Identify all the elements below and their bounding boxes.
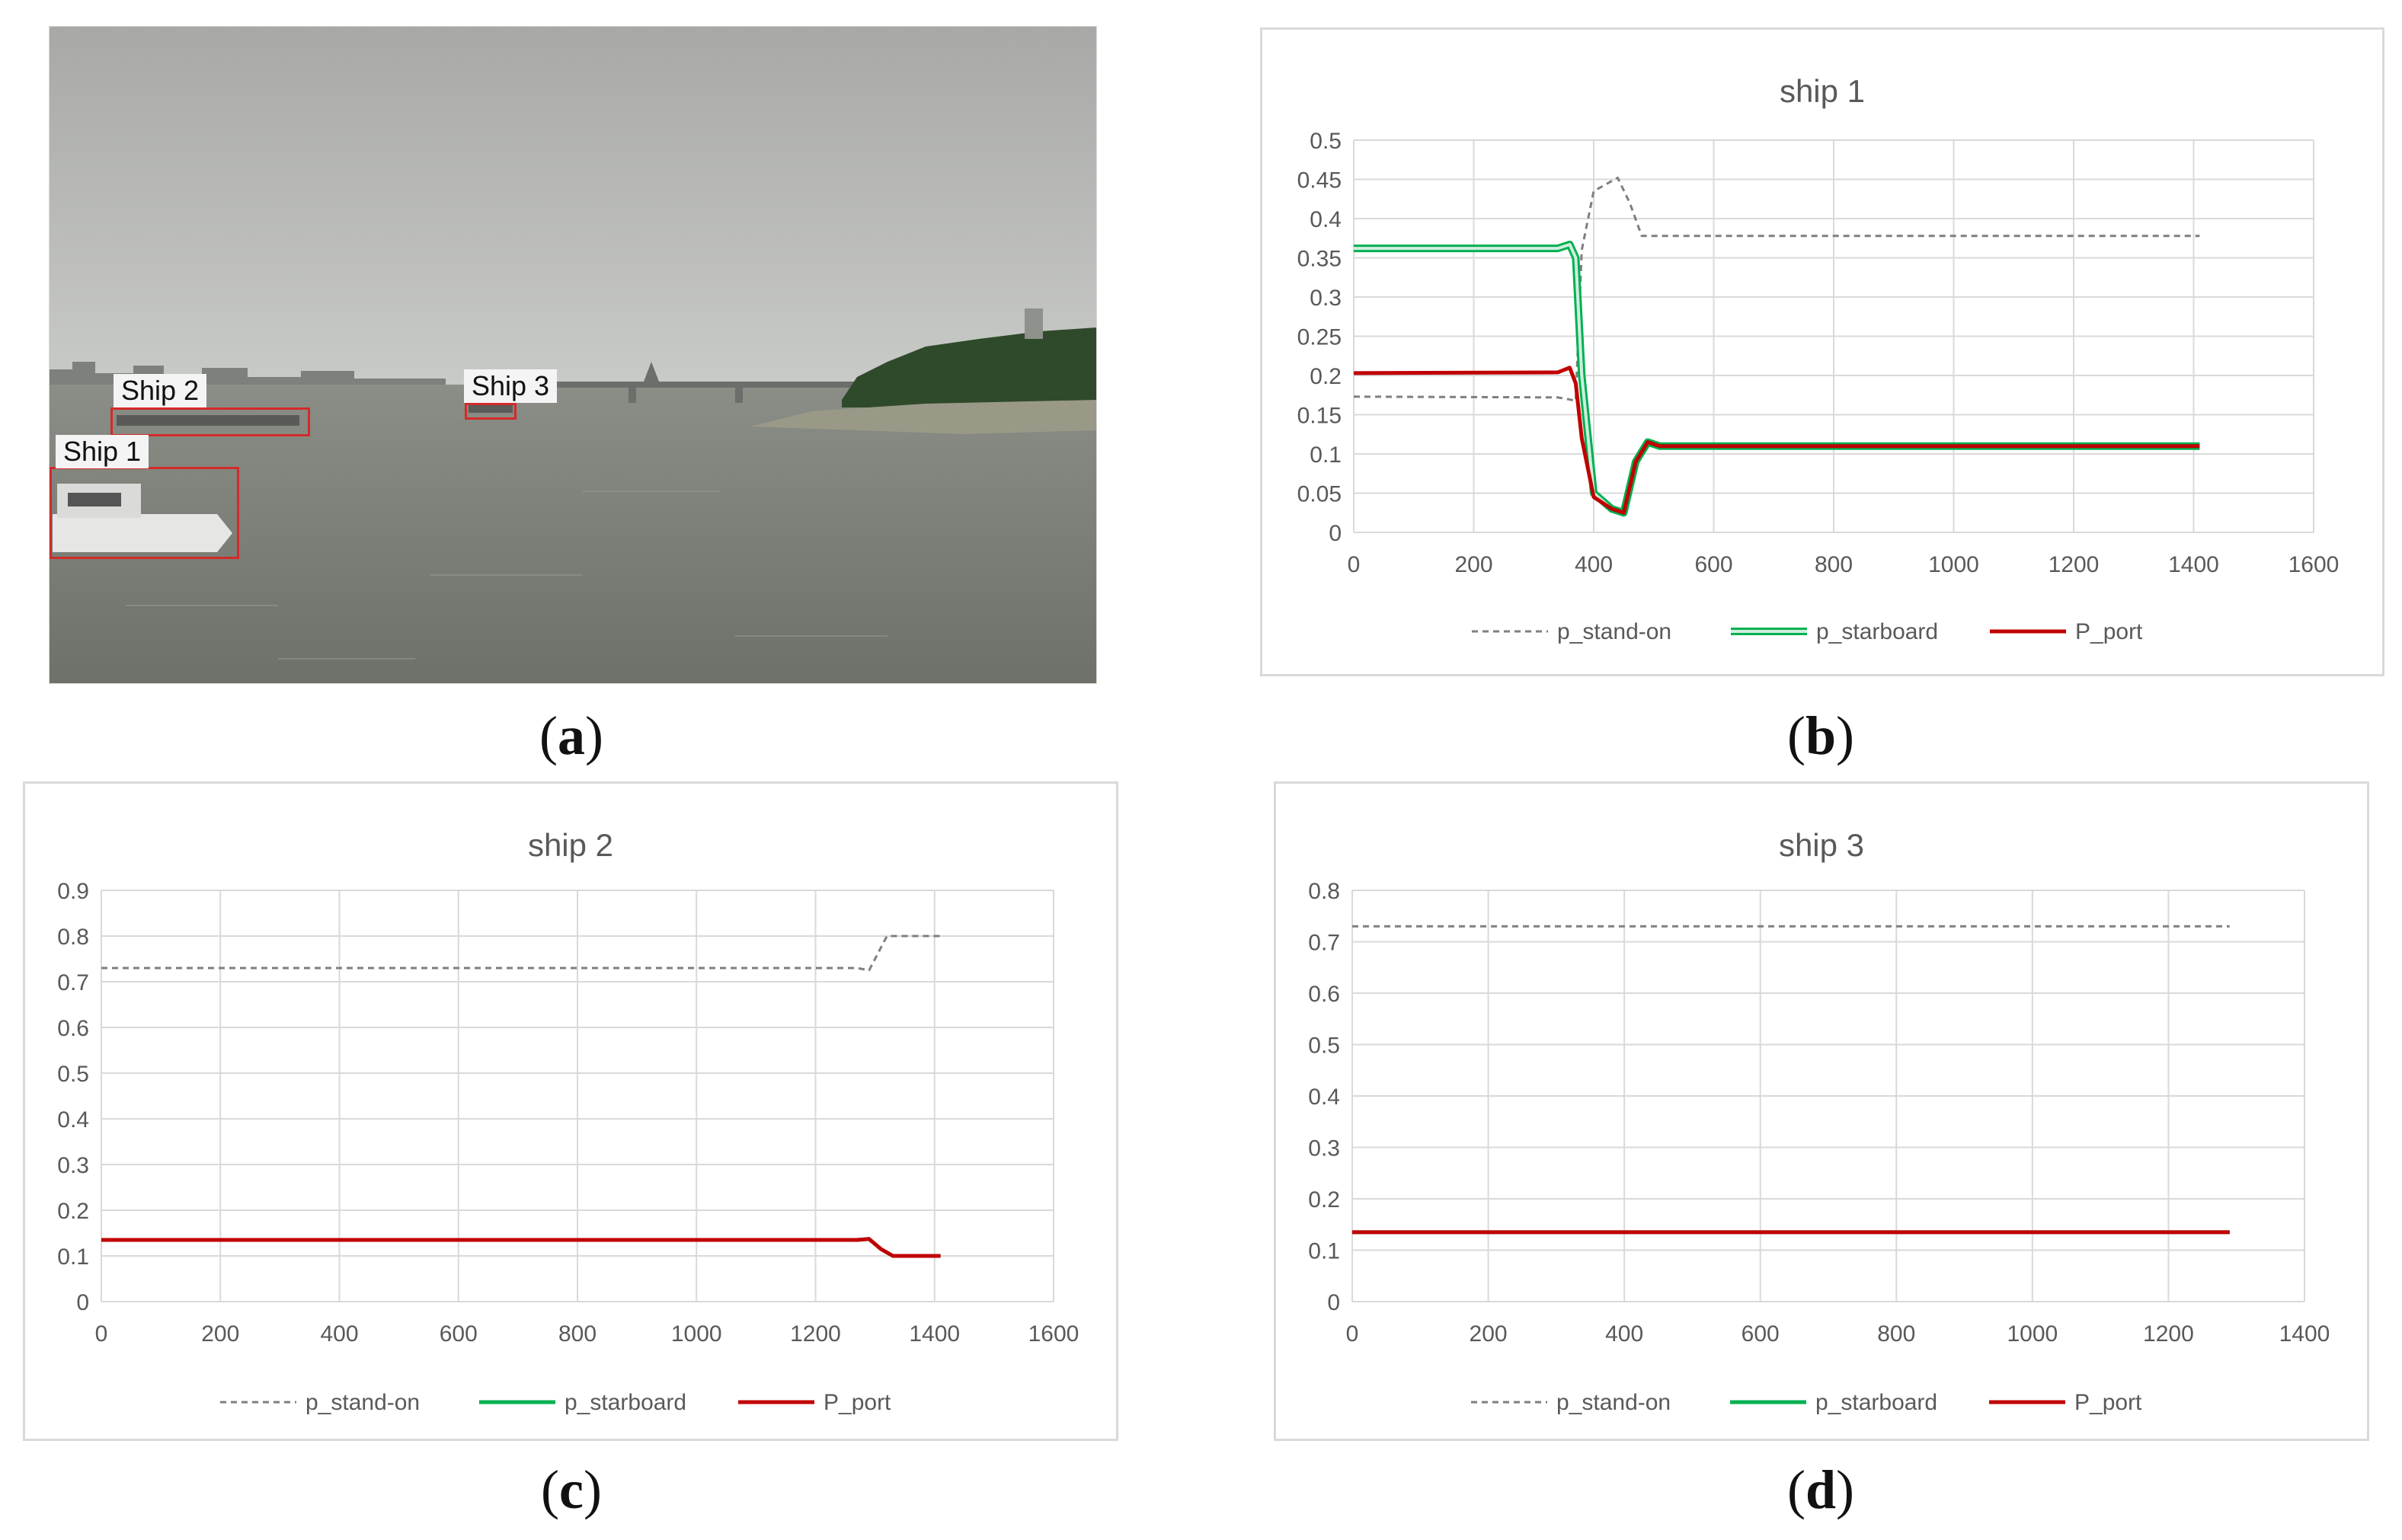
legend-label-p-port: P_port [2074,1390,2142,1415]
x-tick-label: 400 [320,1321,358,1347]
x-tick-label: 800 [1815,552,1853,577]
series-line-p-starboard [1354,241,2200,517]
y-tick-label: 0 [1329,521,1342,546]
y-tick-label: 0.3 [1308,1136,1340,1161]
legend-label-p-starboard: p_starboard [1816,619,1938,644]
chart-title: ship 1 [1780,73,1865,109]
x-tick-label: 1400 [909,1321,960,1347]
y-tick-label: 0.05 [1297,482,1342,507]
legend-label-p-port: P_port [824,1390,891,1415]
y-tick-label: 0.8 [57,925,89,950]
x-tick-label: 600 [1694,552,1732,577]
ship-2-label: Ship 2 [114,374,207,407]
y-tick-label: 0.2 [1308,1187,1340,1213]
y-tick-label: 0.2 [57,1199,89,1224]
x-tick-label: 200 [1454,552,1492,577]
y-tick-label: 0.6 [57,1016,89,1041]
ship-2-box [110,407,310,436]
ship-1-label: Ship 1 [56,435,149,468]
y-tick-label: 0.15 [1297,404,1342,429]
y-tick-label: 0.5 [1310,129,1342,154]
chart-ship-3: ship 3 0 0.1 0.2 0.3 0.4 0.5 0.6 0.7 0.8 0 200 400 60… [1274,781,2369,1441]
y-tick-label: 0.1 [1308,1239,1340,1264]
ship-3-label: Ship 3 [464,369,558,403]
legend-label-p-stand-on: p_stand-on [1557,619,1671,644]
x-tick-label: 600 [1742,1321,1780,1347]
y-tick-label: 0 [76,1290,89,1315]
y-tick-label: 0.7 [57,970,89,995]
legend-label-p-stand-on: p_stand-on [305,1390,420,1415]
y-tick-label: 0.5 [57,1062,89,1087]
series-line-p-port [101,1237,941,1258]
series-line-p-stand-on [1353,176,2200,402]
y-tick-label: 0.1 [57,1244,89,1270]
series-line-p-stand-on [101,935,941,972]
legend-label-p-port: P_port [2075,619,2143,644]
x-tick-label: 1000 [671,1321,722,1347]
ship-1-box [50,467,239,559]
y-tick-label: 0.5 [1308,1034,1340,1059]
y-tick-label: 0.4 [57,1107,89,1133]
x-tick-label: 0 [1348,552,1361,577]
x-tick-label: 1000 [1928,552,1979,577]
y-tick-label: 0 [1327,1290,1340,1315]
legend-label-p-starboard: p_starboard [1815,1390,1937,1415]
chart-title: ship 3 [1779,827,1864,863]
x-tick-label: 1200 [2143,1321,2194,1347]
x-tick-label: 0 [95,1321,108,1347]
y-tick-label: 0.4 [1308,1085,1340,1110]
x-tick-label: 800 [1877,1321,1915,1347]
chart-ship-2: ship 2 0 0.1 0.2 0.3 0.4 0.5 0.6 0.7 0.8 0.9 0 200 40… [23,781,1118,1441]
x-tick-label: 1600 [2288,552,2340,577]
x-tick-label: 400 [1605,1321,1643,1347]
y-tick-label: 0.6 [1308,982,1340,1007]
ship-3-box [465,403,517,420]
y-tick-label: 0.1 [1310,443,1342,468]
x-tick-label: 1400 [2168,552,2219,577]
river-photo: Ship 1 Ship 2 Ship 3 [49,26,1097,684]
series-line-p-starboard-inner [1354,243,2200,515]
x-tick-label: 200 [201,1321,239,1347]
x-tick-label: 0 [1346,1321,1359,1347]
x-tick-label: 1000 [2007,1321,2058,1347]
x-tick-label: 600 [440,1321,478,1347]
y-tick-label: 0.3 [1310,286,1342,311]
series-line-p-port [1353,366,2200,515]
chart-title: ship 2 [528,827,613,863]
x-tick-label: 200 [1470,1321,1508,1347]
x-tick-label: 1200 [2049,552,2100,577]
x-tick-label: 1600 [1028,1321,1079,1347]
legend-label-p-starboard: p_starboard [565,1390,686,1415]
y-tick-label: 0.35 [1297,247,1342,272]
caption-d: (d) [1786,1459,1854,1520]
y-tick-label: 0.25 [1297,325,1342,350]
caption-a: (a) [539,705,603,766]
legend-label-p-stand-on: p_stand-on [1556,1390,1671,1415]
y-tick-label: 0.45 [1297,168,1342,193]
x-tick-label: 1200 [790,1321,841,1347]
y-tick-label: 0.8 [1308,879,1340,904]
y-tick-label: 0.2 [1310,364,1342,389]
x-tick-label: 400 [1575,552,1613,577]
x-tick-label: 800 [558,1321,597,1347]
chart-ship-1: ship 1 0 0.05 0.1 0.15 0.2 0.25 0.3 0.35 0.4 0.45 0… [1260,27,2384,676]
y-tick-label: 0.4 [1310,207,1342,232]
y-tick-label: 0.3 [57,1153,89,1178]
caption-c: (c) [541,1459,602,1520]
y-tick-label: 0.7 [1308,931,1340,956]
y-tick-label: 0.9 [57,879,89,904]
x-tick-label: 1400 [2279,1321,2330,1347]
caption-b: (b) [1786,705,1854,766]
